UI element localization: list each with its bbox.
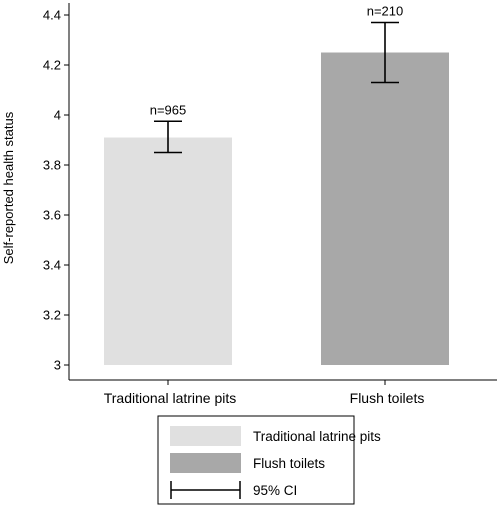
ci-bar	[154, 120, 182, 154]
legend-swatch-traditional	[170, 426, 241, 446]
x-axis-category-labels: Traditional latrine pits Flush toilets	[104, 380, 425, 406]
bar-flush-toilets	[321, 52, 449, 365]
confidence-interval-bars	[154, 21, 399, 154]
y-tick-label: 4.4	[43, 8, 61, 23]
y-tick-label: 4.2	[43, 58, 61, 73]
bar-count-label: n=965	[150, 102, 187, 117]
legend-label-traditional: Traditional latrine pits	[253, 429, 381, 444]
y-tick-label: 4	[54, 108, 61, 123]
y-tick-label: 3.6	[43, 208, 61, 223]
ci-bar	[371, 21, 399, 84]
y-tick-label: 3.8	[43, 158, 61, 173]
legend-label-ci: 95% CI	[253, 483, 297, 498]
y-tick-label: 3.4	[43, 258, 61, 273]
legend: Traditional latrine pits Flush toilets 9…	[157, 415, 381, 505]
y-tick-label: 3	[54, 358, 61, 373]
legend-swatch-flush	[170, 453, 241, 473]
y-axis-label: Self-reported health status	[1, 111, 16, 264]
x-category-label: Flush toilets	[350, 390, 425, 406]
bar-count-labels: n=965 n=210	[150, 4, 404, 118]
bars	[104, 52, 449, 365]
legend-label-flush: Flush toilets	[253, 456, 325, 471]
legend-ci-icon	[170, 481, 241, 499]
y-tick-label: 3.2	[43, 308, 61, 323]
bar-traditional-latrine-pits	[104, 137, 232, 365]
bar-count-label: n=210	[367, 4, 404, 19]
y-axis-ticks: 3 3.2 3.4 3.6 3.8 4 4.2 4.4	[43, 8, 69, 373]
x-category-label: Traditional latrine pits	[104, 390, 237, 406]
